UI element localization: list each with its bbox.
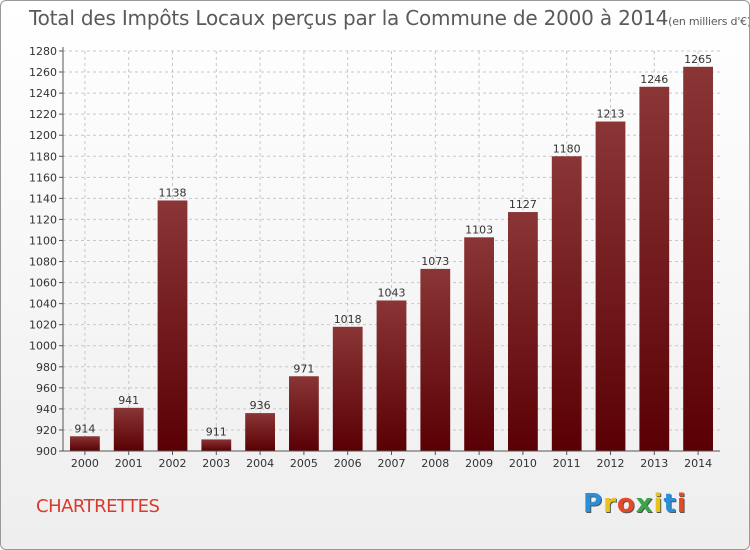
proxiti-logo: Proxiti (583, 489, 687, 519)
logo-letter: t (663, 489, 677, 519)
data-label: 1103 (465, 223, 493, 236)
y-tick-label: 1100 (29, 234, 57, 247)
x-tick-label: 2003 (202, 457, 230, 470)
data-label: 1018 (334, 313, 362, 326)
data-label: 911 (206, 425, 227, 438)
data-label: 1246 (640, 73, 668, 86)
y-tick-label: 1020 (29, 319, 57, 332)
x-tick-label: 2004 (246, 457, 274, 470)
data-label: 1138 (159, 186, 187, 199)
bar (464, 237, 494, 451)
bar (289, 376, 319, 451)
x-tick-label: 2011 (553, 457, 581, 470)
logo-letter: r (603, 489, 617, 519)
x-tick-label: 2012 (597, 457, 625, 470)
logo-letter: x (635, 489, 654, 519)
bar (508, 212, 538, 451)
y-tick-label: 1060 (29, 277, 57, 290)
data-label: 1073 (421, 255, 449, 268)
y-tick-label: 1200 (29, 129, 57, 142)
data-label: 1213 (597, 108, 625, 121)
y-tick-label: 900 (36, 445, 57, 458)
x-tick-label: 2014 (684, 457, 712, 470)
y-tick-label: 1080 (29, 256, 57, 269)
x-tick-label: 2005 (290, 457, 318, 470)
commune-name: CHARTRETTES (36, 496, 160, 517)
y-tick-label: 1120 (29, 213, 57, 226)
data-label: 1265 (684, 53, 712, 66)
bar (639, 86, 670, 451)
y-tick-label: 940 (36, 403, 57, 416)
logo-letter: i (676, 489, 687, 519)
title-text: Total des Impôts Locaux perçus par la Co… (29, 6, 669, 30)
x-tick-label: 2008 (421, 457, 449, 470)
logo-letter: P (583, 489, 604, 519)
bar (683, 66, 713, 451)
data-label: 914 (74, 422, 95, 435)
bar (332, 326, 363, 451)
data-label: 1043 (378, 286, 406, 299)
y-tick-label: 1040 (29, 298, 57, 311)
x-tick-label: 2010 (509, 457, 537, 470)
data-label: 1180 (553, 142, 581, 155)
y-tick-label: 1280 (29, 45, 57, 58)
bars: 914 941 1138 911 936 971 1018 1043 1073 1103 1127 1… (70, 53, 713, 452)
y-tick-label: 1140 (29, 192, 57, 205)
x-tick-label: 2000 (71, 457, 99, 470)
x-tick-label: 2009 (465, 457, 493, 470)
logo-letter: o (616, 489, 636, 519)
y-tick-label: 980 (36, 361, 57, 374)
y-tick-label: 1220 (29, 108, 57, 121)
bar (376, 300, 407, 451)
axes: 900 920 940 960 980 1000 1020 1040 1060 1080 1100 1… (29, 45, 720, 470)
x-tick-label: 2013 (640, 457, 668, 470)
bar (245, 413, 275, 451)
data-label: 941 (118, 394, 139, 407)
logo-letter: i (653, 489, 664, 519)
y-tick-label: 1160 (29, 171, 57, 184)
bar (595, 121, 626, 452)
y-tick-label: 1180 (29, 150, 57, 163)
x-tick-label: 2001 (115, 457, 143, 470)
x-tick-label: 2007 (378, 457, 406, 470)
data-label: 971 (293, 362, 314, 375)
data-label: 936 (250, 399, 271, 412)
y-tick-label: 1240 (29, 87, 57, 100)
y-tick-label: 960 (36, 382, 57, 395)
chart-title: Total des Impôts Locaux perçus par la Co… (29, 6, 750, 30)
bar (113, 407, 144, 451)
bar (157, 200, 188, 451)
x-tick-label: 2006 (334, 457, 362, 470)
bar (551, 156, 582, 451)
y-tick-label: 920 (36, 424, 57, 437)
x-tick-label: 2002 (159, 457, 187, 470)
y-tick-label: 1000 (29, 340, 57, 353)
y-tick-label: 1260 (29, 66, 57, 79)
unit-text: (en milliers d'€) (668, 15, 750, 28)
bar (420, 268, 451, 451)
data-label: 1127 (509, 198, 537, 211)
bar (70, 436, 100, 451)
bar (201, 439, 232, 451)
